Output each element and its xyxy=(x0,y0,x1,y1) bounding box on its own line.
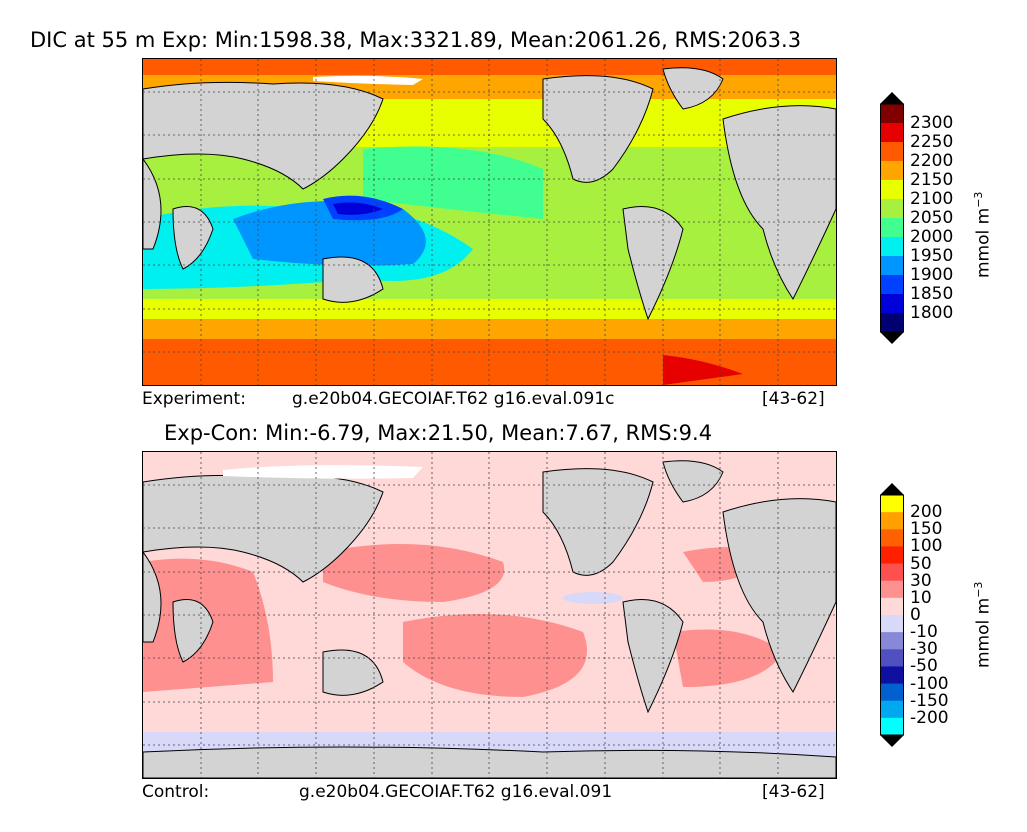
bottom-colorbar-swatch xyxy=(880,580,904,599)
bottom-caption-left: Control: xyxy=(142,782,210,802)
atlantic-negative-patch xyxy=(563,592,623,604)
bottom-colorbar-tick-label: -50 xyxy=(910,656,938,677)
top-colorbar-tick-label: 2050 xyxy=(910,208,954,228)
bottom-colorbar-swatch xyxy=(880,529,904,547)
top-colorbar-tick-label: 2200 xyxy=(910,151,954,171)
top-units-text: mmol m xyxy=(973,207,994,278)
top-colorbar-swatch xyxy=(880,275,904,295)
bottom-colorbar-tick-label: 30 xyxy=(910,570,932,591)
weddell-high xyxy=(663,355,743,385)
bottom-colorbar-swatch xyxy=(880,632,904,650)
bottom-colorbar-tick-label: -100 xyxy=(910,673,949,694)
bottom-colorbar-swatch xyxy=(880,683,904,702)
bottom-units-exp: −3 xyxy=(972,581,985,598)
top-graticule xyxy=(143,59,836,385)
top-colorbar-over-arrow xyxy=(880,92,904,104)
top-colorbar-swatch xyxy=(880,199,904,219)
top-map xyxy=(142,58,837,386)
top-panel-title: DIC at 55 m Exp: Min:1598.38, Max:3321.8… xyxy=(30,28,802,52)
top-colorbar-swatch xyxy=(880,180,904,200)
bottom-colorbar-tick-label: -200 xyxy=(910,707,949,728)
top-colorbar-swatch xyxy=(880,313,904,333)
warm-pool-min xyxy=(333,202,383,215)
top-sea-ice xyxy=(313,75,423,85)
bottom-colorbar-tick-label: 0 xyxy=(910,605,921,625)
south-pacific-positive xyxy=(403,614,587,697)
bottom-colorbar-swatch xyxy=(880,700,904,719)
bottom-colorbar-swatch xyxy=(880,666,904,685)
top-colorbar-swatch xyxy=(880,237,904,257)
top-land xyxy=(143,67,836,321)
top-colorbar-swatch xyxy=(880,294,904,314)
top-units-exp: −3 xyxy=(972,191,985,208)
top-colorbar-swatch xyxy=(880,161,904,181)
bottom-map xyxy=(142,451,837,779)
bottom-graticule xyxy=(143,452,836,778)
top-colorbar-swatch xyxy=(880,218,904,238)
top-colorbar-swatch xyxy=(880,256,904,276)
top-colorbar xyxy=(880,92,904,344)
top-colorbar-swatch xyxy=(880,104,904,124)
arctic-high-band xyxy=(143,59,836,75)
south-band-3 xyxy=(143,339,836,385)
bottom-colorbar-tick-label: 200 xyxy=(910,502,943,523)
bottom-caption-years: [43-62] xyxy=(762,782,825,802)
bottom-colorbar-tick-label: -150 xyxy=(910,690,949,711)
bottom-units-text: mmol m xyxy=(973,597,994,668)
top-map-svg xyxy=(143,59,836,385)
north-pacific-region xyxy=(363,146,543,219)
top-caption-years: [43-62] xyxy=(762,389,825,409)
bottom-colorbar-tick-label: -10 xyxy=(910,622,938,643)
bottom-colorbar-swatch xyxy=(880,717,904,736)
bottom-colorbar-over-arrow xyxy=(880,483,904,495)
bottom-sea-ice xyxy=(223,465,423,479)
bottom-panel-title: Exp-Con: Min:-6.79, Max:21.50, Mean:7.67… xyxy=(164,421,713,445)
bottom-colorbar-tick-label: 50 xyxy=(910,553,932,574)
bottom-colorbar-tick-label: -30 xyxy=(910,639,938,660)
bottom-colorbar-tick-label: 100 xyxy=(910,536,943,557)
bottom-colorbar-tick-label: 10 xyxy=(910,587,932,608)
top-colorbar-tick-label: 1900 xyxy=(910,265,954,285)
bottom-colorbar-units: mmol m−3 xyxy=(972,582,994,668)
top-colorbar-tick-label: 2250 xyxy=(910,132,954,152)
top-colorbar-tick-label: 2300 xyxy=(910,113,954,133)
bottom-colorbar-swatch xyxy=(880,597,904,616)
top-caption-case: g.e20b04.GECOIAF.T62 g16.eval.091c xyxy=(292,389,615,409)
bottom-land xyxy=(143,460,836,778)
bottom-colorbar-swatch xyxy=(880,495,904,513)
top-colorbar-units: mmol m−3 xyxy=(972,192,994,278)
bottom-caption-case: g.e20b04.GECOIAF.T62 g16.eval.091 xyxy=(299,782,613,802)
bottom-map-svg xyxy=(143,452,836,778)
north-pacific-positive xyxy=(323,544,505,602)
top-colorbar-swatch xyxy=(880,123,904,143)
bottom-colorbar-swatch xyxy=(880,649,904,667)
bottom-colorbar-swatch xyxy=(880,615,904,633)
top-colorbar-tick-label: 1800 xyxy=(910,303,954,323)
bottom-colorbar-under-arrow xyxy=(880,735,904,747)
bottom-colorbar-swatch xyxy=(880,546,904,565)
top-colorbar-under-arrow xyxy=(880,332,904,344)
bottom-colorbar-svg xyxy=(880,483,904,747)
top-caption-left: Experiment: xyxy=(142,389,246,409)
bottom-colorbar-swatch xyxy=(880,512,904,530)
top-colorbar-tick-label: 2100 xyxy=(910,189,954,209)
bottom-colorbar-swatch xyxy=(880,563,904,582)
top-colorbar-svg xyxy=(880,92,904,344)
top-colorbar-tick-label: 2000 xyxy=(910,227,954,247)
top-colorbar-swatch xyxy=(880,142,904,162)
top-colorbar-tick-label: 1950 xyxy=(910,246,954,266)
bottom-colorbar-tick-label: 150 xyxy=(910,519,943,540)
top-colorbar-tick-label: 1850 xyxy=(910,284,954,304)
top-colorbar-tick-label: 2150 xyxy=(910,170,954,190)
bottom-colorbar xyxy=(880,483,904,747)
